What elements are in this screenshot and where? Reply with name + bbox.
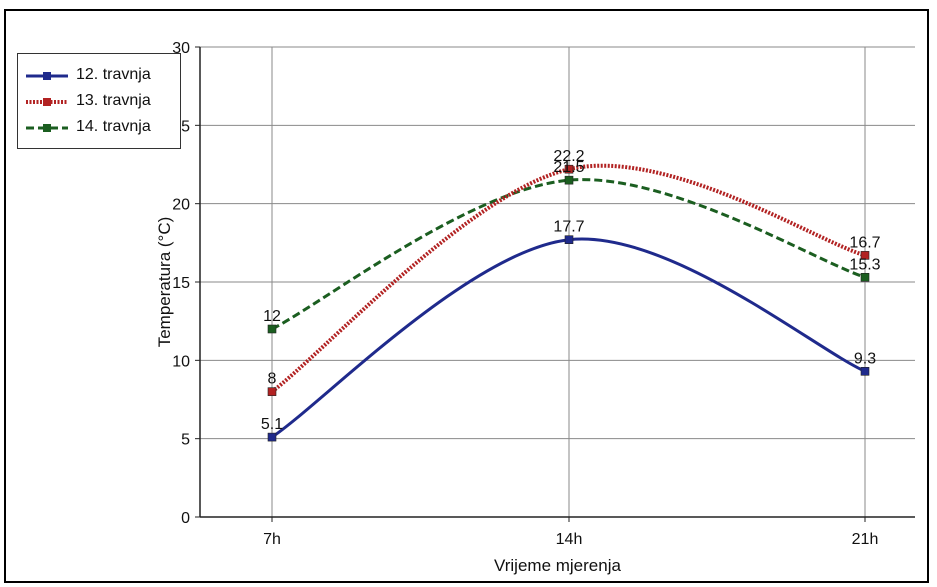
data-label: 21.5 (553, 159, 584, 176)
data-label: 5.1 (261, 416, 283, 433)
series-line (271, 178, 866, 331)
grid-lines (200, 46, 915, 517)
data-point-marker (267, 432, 277, 442)
data-label: 22.2 (553, 148, 584, 165)
legend-swatch-series-3 (26, 124, 68, 132)
data-labels: 5.1 17.7 9.3 8 22.2 16.7 12 21.5 15.3 (261, 148, 881, 433)
legend-label: 12. travnja (76, 66, 151, 83)
y-tick-label: 0 (181, 510, 190, 527)
data-point-marker (267, 387, 277, 396)
x-tick-label: 14h (556, 531, 583, 548)
data-point-marker (564, 164, 574, 174)
data-label: 8 (268, 371, 277, 388)
data-point-marker (860, 366, 870, 376)
data-label: 16.7 (849, 234, 880, 251)
legend-swatch-series-2 (26, 98, 68, 106)
data-label: 15.3 (849, 256, 880, 273)
y-tick-label: 5 (181, 432, 190, 449)
legend-swatch-series-1 (26, 72, 68, 80)
legend-item-series-3: 14. travnja (18, 116, 182, 140)
legend-item-series-2: 13. travnja (18, 90, 182, 114)
y-axis-title: Temperatura (°C) (155, 217, 174, 348)
x-tick-label: 21h (852, 531, 879, 548)
data-point-marker (564, 175, 574, 185)
y-tick-label: 15 (172, 275, 190, 292)
legend-item-series-1: 12. travnja (18, 64, 182, 88)
series-line (270, 163, 866, 394)
x-tick-label: 7h (263, 531, 281, 548)
legend-label: 14. travnja (76, 118, 151, 135)
data-label: 12 (263, 308, 281, 325)
x-axis-title: Vrijeme mjerenja (494, 556, 621, 575)
data-point-marker (860, 251, 870, 260)
axes (195, 46, 915, 522)
series-markers (267, 164, 870, 442)
data-label: 17.7 (553, 219, 584, 236)
legend-label: 13. travnja (76, 92, 151, 109)
data-point-marker (860, 272, 870, 282)
y-tick-label: 20 (172, 197, 190, 214)
chart-legend: 12. travnja 13. travnja 14. travnja (17, 53, 181, 149)
data-label: 9.3 (854, 350, 876, 367)
x-tick-labels: 7h 14h 21h (263, 531, 878, 548)
data-point-marker (564, 235, 574, 244)
y-tick-label: 10 (172, 353, 190, 370)
y-tick-label: 30 (172, 40, 190, 57)
data-point-marker (267, 324, 277, 334)
